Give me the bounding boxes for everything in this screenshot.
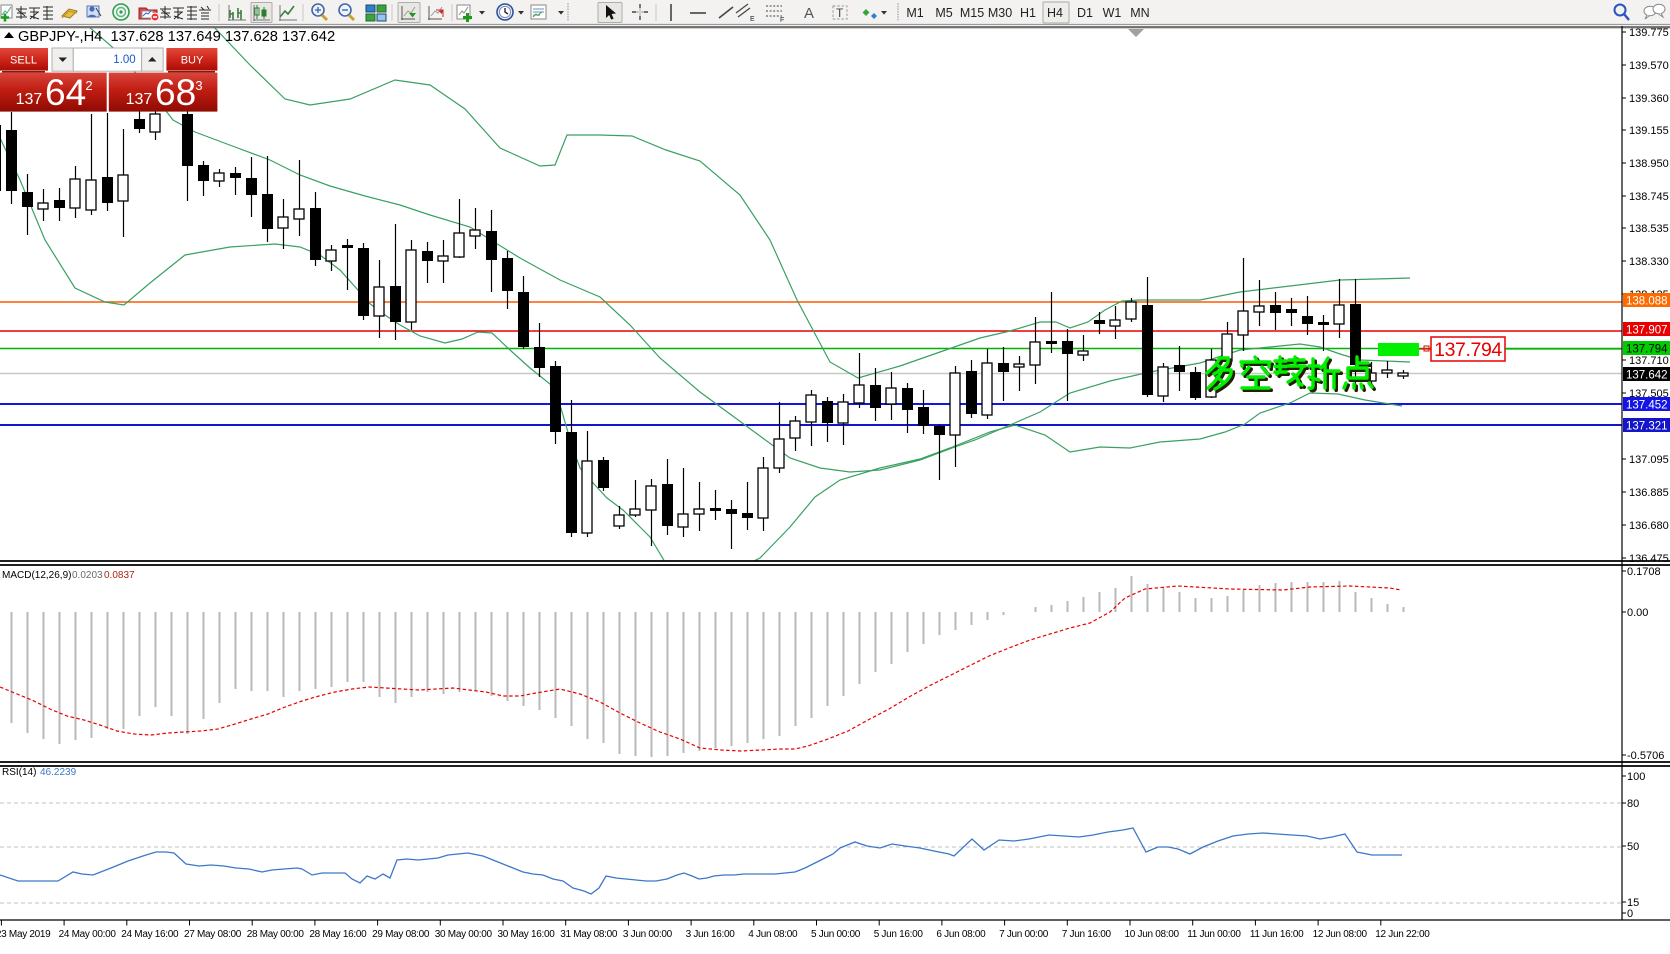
svg-text:29 May 08:00: 29 May 08:00: [372, 929, 430, 940]
svg-text:5 Jun 00:00: 5 Jun 00:00: [811, 929, 861, 940]
svg-text:A: A: [804, 5, 814, 22]
svg-text:F: F: [780, 17, 784, 24]
svg-text:27 May 08:00: 27 May 08:00: [184, 929, 242, 940]
svg-text:3: 3: [195, 78, 202, 93]
svg-text:M30: M30: [988, 6, 1012, 20]
svg-text:D1: D1: [1077, 6, 1093, 20]
svg-text:137.642: 137.642: [1626, 370, 1668, 382]
svg-text:0.1708: 0.1708: [1627, 566, 1661, 578]
svg-text:139.360: 139.360: [1629, 93, 1669, 105]
svg-text:46.2239: 46.2239: [40, 767, 77, 778]
svg-text:139.775: 139.775: [1629, 27, 1669, 39]
svg-text:137.907: 137.907: [1626, 325, 1668, 337]
svg-text:23 May 2019: 23 May 2019: [0, 929, 51, 940]
svg-text:138.745: 138.745: [1629, 191, 1669, 203]
svg-text:11 Jun 16:00: 11 Jun 16:00: [1250, 929, 1304, 940]
svg-text:137.095: 137.095: [1629, 454, 1669, 466]
svg-text:SELL: SELL: [10, 55, 37, 67]
svg-text:28 May 16:00: 28 May 16:00: [309, 929, 367, 940]
svg-text:64: 64: [45, 72, 86, 113]
svg-text:137: 137: [16, 91, 43, 108]
svg-text:50: 50: [1627, 841, 1639, 853]
svg-text:80: 80: [1627, 798, 1639, 810]
svg-text:0.0837: 0.0837: [104, 570, 135, 581]
svg-text:T: T: [836, 6, 844, 20]
svg-text:15: 15: [1627, 897, 1639, 909]
svg-text:28 May 00:00: 28 May 00:00: [247, 929, 305, 940]
svg-text:137.452: 137.452: [1626, 400, 1668, 412]
svg-text:M5: M5: [935, 6, 952, 20]
svg-text:31 May 08:00: 31 May 08:00: [560, 929, 618, 940]
svg-text:MACD(12,26,9): MACD(12,26,9): [2, 570, 71, 581]
svg-text:0: 0: [1627, 908, 1633, 920]
svg-text:W1: W1: [1103, 6, 1122, 20]
svg-text:RSI(14): RSI(14): [2, 767, 36, 778]
svg-text:137.710: 137.710: [1629, 355, 1669, 367]
svg-text:6 Jun 08:00: 6 Jun 08:00: [936, 929, 986, 940]
svg-text:68: 68: [155, 72, 196, 113]
svg-text:137.794: 137.794: [1434, 339, 1502, 361]
svg-text:H4: H4: [1047, 6, 1063, 20]
svg-text:138.330: 138.330: [1629, 256, 1669, 268]
svg-text:30 May 00:00: 30 May 00:00: [435, 929, 493, 940]
svg-text:24 May 16:00: 24 May 16:00: [121, 929, 179, 940]
svg-text:3 Jun 16:00: 3 Jun 16:00: [686, 929, 736, 940]
svg-text:1.00: 1.00: [113, 54, 135, 66]
svg-text:M15: M15: [960, 6, 984, 20]
svg-text:10 Jun 08:00: 10 Jun 08:00: [1125, 929, 1180, 940]
svg-text:M1: M1: [906, 6, 923, 20]
svg-text:137: 137: [126, 91, 153, 108]
svg-text:100: 100: [1627, 771, 1645, 783]
svg-text:136.885: 136.885: [1629, 487, 1669, 499]
svg-text:0.0203: 0.0203: [72, 570, 103, 581]
svg-text:136.680: 136.680: [1629, 520, 1669, 532]
svg-text:3 Jun 00:00: 3 Jun 00:00: [623, 929, 673, 940]
svg-text:137.794: 137.794: [1626, 344, 1668, 356]
svg-text:H1: H1: [1020, 6, 1036, 20]
svg-text:139.570: 139.570: [1629, 60, 1669, 72]
svg-text:11 Jun 00:00: 11 Jun 00:00: [1187, 929, 1241, 940]
svg-text:GBPJPY-,H4 137.628 137.649 13: GBPJPY-,H4 137.628 137.649 137.628 137.6…: [18, 29, 335, 45]
svg-text:E: E: [750, 16, 755, 23]
svg-text:12 Jun 22:00: 12 Jun 22:00: [1375, 929, 1430, 940]
svg-text:138.088: 138.088: [1626, 296, 1668, 308]
svg-text:7 Jun 00:00: 7 Jun 00:00: [999, 929, 1049, 940]
svg-text:7 Jun 16:00: 7 Jun 16:00: [1062, 929, 1112, 940]
svg-text:138.950: 138.950: [1629, 158, 1669, 170]
svg-text:5 Jun 16:00: 5 Jun 16:00: [874, 929, 924, 940]
svg-text:MN: MN: [1130, 6, 1149, 20]
svg-text:137.321: 137.321: [1626, 421, 1668, 433]
svg-text:12 Jun 08:00: 12 Jun 08:00: [1313, 929, 1368, 940]
svg-text:139.155: 139.155: [1629, 125, 1669, 137]
svg-text:30 May 16:00: 30 May 16:00: [498, 929, 556, 940]
svg-text:-0.5706: -0.5706: [1627, 750, 1664, 762]
svg-text:136.475: 136.475: [1629, 553, 1669, 565]
svg-text:24 May 00:00: 24 May 00:00: [59, 929, 117, 940]
svg-text:BUY: BUY: [181, 55, 204, 67]
svg-text:138.535: 138.535: [1629, 223, 1669, 235]
svg-text:0.00: 0.00: [1627, 607, 1648, 619]
svg-text:2: 2: [85, 78, 92, 93]
svg-text:4 Jun 08:00: 4 Jun 08:00: [748, 929, 798, 940]
